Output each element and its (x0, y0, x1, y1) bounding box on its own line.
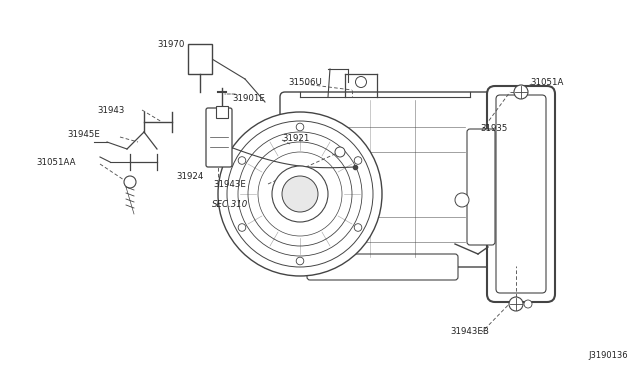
Circle shape (354, 157, 362, 164)
Circle shape (124, 176, 136, 188)
Text: SEC.310: SEC.310 (212, 199, 248, 208)
Circle shape (282, 176, 318, 212)
FancyBboxPatch shape (487, 86, 555, 302)
Text: 31970: 31970 (157, 39, 185, 48)
FancyBboxPatch shape (307, 254, 458, 280)
Circle shape (218, 112, 382, 276)
Text: 31945E: 31945E (67, 129, 100, 138)
Bar (216, 106, 228, 118)
Text: 31935: 31935 (480, 124, 508, 132)
Bar (188, 44, 212, 74)
Circle shape (514, 85, 528, 99)
Text: 31901E: 31901E (232, 93, 265, 103)
Text: J3190136: J3190136 (588, 351, 628, 360)
Circle shape (238, 157, 246, 164)
Text: 31051A: 31051A (530, 77, 563, 87)
Text: 31943: 31943 (98, 106, 125, 115)
Circle shape (455, 193, 469, 207)
Circle shape (509, 297, 523, 311)
Circle shape (296, 123, 304, 131)
Text: 31506U: 31506U (288, 77, 322, 87)
Circle shape (272, 166, 328, 222)
Text: 31921: 31921 (282, 134, 309, 142)
Text: 31051AA: 31051AA (36, 157, 76, 167)
Circle shape (355, 77, 367, 87)
Circle shape (354, 224, 362, 231)
Circle shape (296, 257, 304, 265)
Circle shape (335, 147, 345, 157)
Circle shape (524, 300, 532, 308)
Circle shape (238, 224, 246, 231)
Text: 31943EB: 31943EB (450, 327, 489, 337)
Text: 31924: 31924 (177, 171, 204, 180)
FancyBboxPatch shape (496, 95, 546, 293)
FancyBboxPatch shape (206, 108, 232, 167)
FancyBboxPatch shape (280, 92, 495, 267)
FancyBboxPatch shape (467, 129, 495, 245)
Text: 31943E: 31943E (213, 180, 246, 189)
